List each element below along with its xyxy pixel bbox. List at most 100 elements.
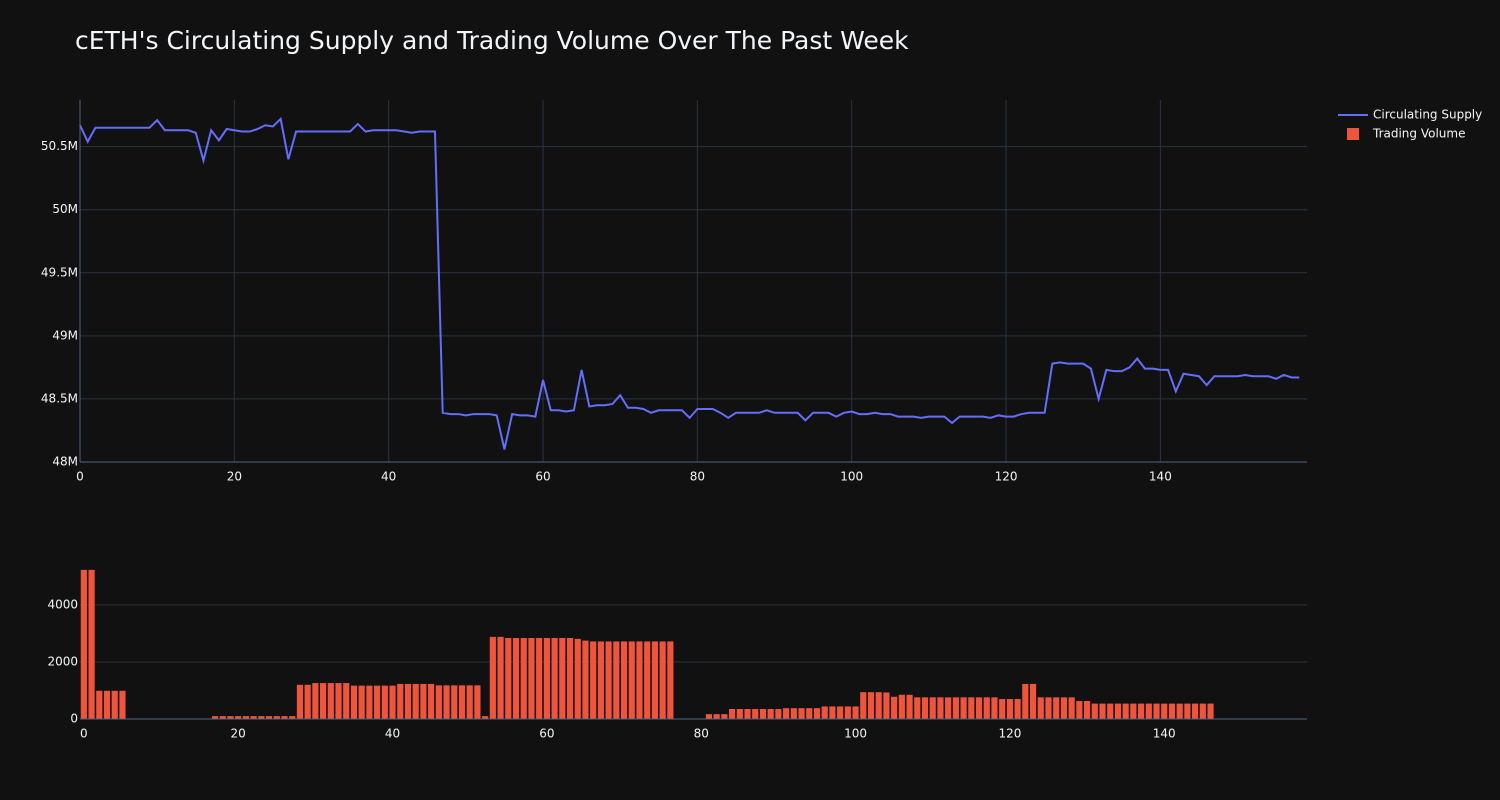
y-tick-label: 48.5M	[41, 391, 78, 405]
bar	[767, 709, 774, 719]
y-tick-label: 49M	[52, 328, 78, 342]
bar	[937, 697, 944, 719]
bar	[451, 685, 458, 719]
bar	[273, 716, 280, 719]
bar	[497, 636, 504, 719]
x-tick-label: 0	[80, 727, 88, 741]
bar	[875, 692, 882, 719]
bar	[713, 714, 720, 719]
bar	[983, 697, 990, 719]
bar	[636, 641, 643, 719]
bar	[350, 685, 358, 719]
bar	[590, 641, 597, 719]
legend-label: Trading Volume	[1372, 127, 1465, 141]
x-tick-label: 40	[381, 470, 396, 484]
y-tick-label: 49.5M	[41, 265, 78, 279]
bar	[1014, 699, 1021, 719]
bar	[1107, 703, 1114, 719]
bar	[829, 706, 836, 719]
bar	[289, 716, 296, 719]
bar	[783, 708, 790, 719]
bar	[96, 690, 103, 719]
bar	[867, 692, 875, 719]
bar	[304, 684, 311, 719]
bar	[844, 706, 851, 719]
bar	[721, 714, 728, 719]
legend-swatch	[1347, 128, 1359, 140]
bar	[536, 638, 543, 719]
bar	[520, 638, 527, 719]
y-tick-label: 50.5M	[41, 139, 78, 153]
bar	[891, 696, 898, 719]
bar	[528, 638, 535, 719]
bar	[968, 697, 975, 719]
legend-label: Circulating Supply	[1373, 108, 1482, 122]
bar	[512, 638, 520, 719]
x-tick-label: 140	[1149, 470, 1172, 484]
bar	[343, 683, 350, 719]
bar	[489, 636, 496, 719]
bar	[728, 709, 736, 719]
bar	[1137, 703, 1145, 719]
bar	[335, 683, 342, 719]
bar	[945, 697, 952, 719]
x-tick-label: 80	[690, 470, 705, 484]
bar	[227, 716, 234, 719]
x-tick-label: 100	[840, 470, 863, 484]
bar	[667, 641, 674, 719]
bar	[929, 697, 936, 719]
bar	[651, 641, 659, 719]
bar	[458, 685, 466, 719]
bar	[960, 697, 967, 719]
bar	[736, 709, 743, 719]
bar	[397, 683, 404, 719]
bar	[975, 697, 983, 719]
bar	[420, 683, 427, 719]
bar	[1114, 703, 1122, 719]
bar	[1053, 697, 1060, 719]
bar	[219, 716, 226, 719]
y-tick-label: 48M	[52, 455, 78, 469]
bar	[358, 685, 365, 719]
x-tick-label: 80	[694, 727, 709, 741]
bar	[366, 685, 373, 719]
bar	[258, 716, 265, 719]
bar	[705, 714, 713, 719]
bar	[898, 694, 905, 719]
y-tick-label: 50M	[52, 202, 78, 216]
bar	[443, 685, 450, 719]
x-tick-label: 0	[76, 470, 84, 484]
x-tick-label: 140	[1153, 727, 1176, 741]
bar	[250, 716, 257, 719]
bar	[1006, 699, 1013, 719]
bar	[574, 638, 581, 719]
x-tick-label: 120	[995, 470, 1018, 484]
bar	[374, 685, 381, 719]
bar	[921, 697, 929, 719]
bar	[242, 716, 250, 719]
x-tick-label: 120	[998, 727, 1021, 741]
bar	[119, 690, 126, 719]
bar	[628, 641, 635, 719]
y-tick-label: 2000	[47, 654, 78, 668]
x-tick-label: 20	[231, 727, 246, 741]
bar	[952, 697, 959, 719]
bar	[404, 683, 412, 719]
bar	[1091, 703, 1098, 719]
bar	[389, 685, 396, 719]
bar	[775, 709, 782, 719]
bar	[1153, 703, 1160, 719]
bar	[1083, 701, 1091, 719]
bar	[312, 683, 319, 719]
bar	[582, 640, 589, 719]
bar	[474, 685, 481, 719]
bar	[644, 641, 651, 719]
bar	[914, 697, 921, 719]
bar	[1045, 697, 1052, 719]
bar	[111, 690, 118, 719]
bar	[605, 641, 612, 719]
y-tick-label: 0	[70, 712, 78, 726]
bar	[551, 638, 558, 719]
bar	[620, 641, 628, 719]
